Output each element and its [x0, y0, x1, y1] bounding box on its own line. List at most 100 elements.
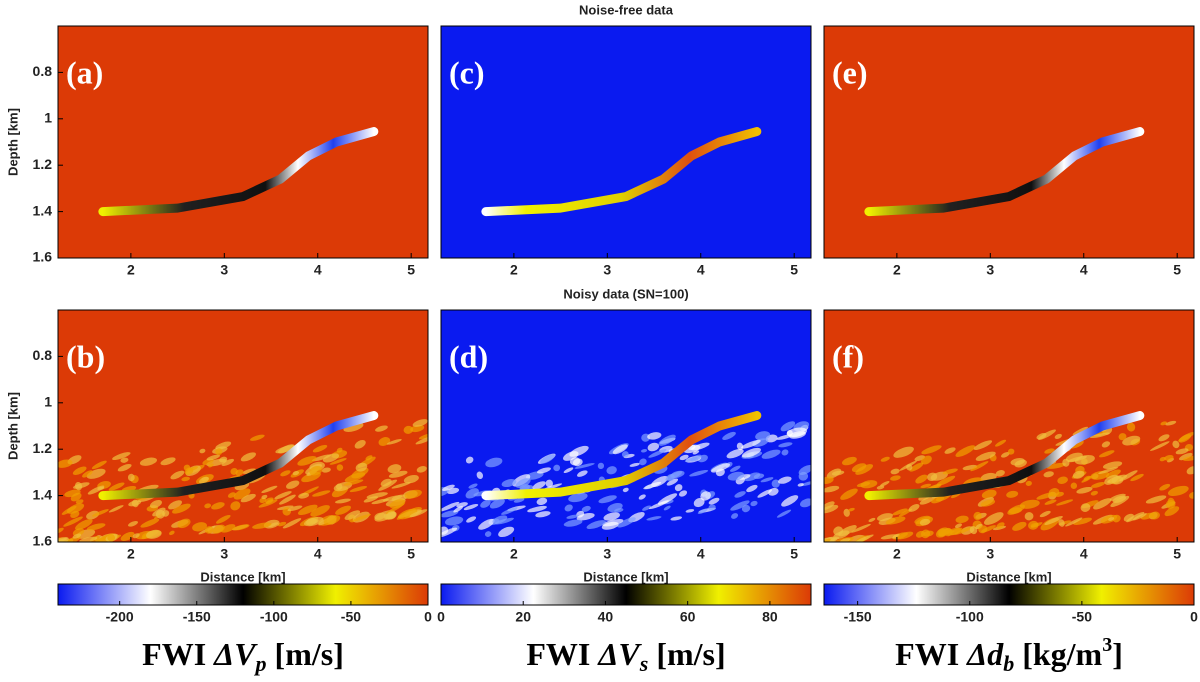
noise-blob [612, 444, 628, 455]
noise-blob [674, 484, 683, 492]
noise-blob [741, 447, 761, 458]
noise-blob [950, 527, 963, 536]
noise-blob [344, 510, 361, 520]
noise-blob [880, 456, 890, 462]
noise-blob [563, 519, 583, 527]
noise-blob [1024, 512, 1034, 521]
noise-blob [404, 489, 422, 499]
colorbar-tick-label: 0 [1190, 609, 1198, 625]
noise-blob [1126, 511, 1145, 523]
noise-blob [647, 442, 660, 452]
noise-blob [789, 430, 806, 439]
noise-blob [824, 504, 839, 514]
noise-blob [1172, 440, 1180, 449]
noise-blob [1112, 514, 1121, 523]
noise-blob [366, 492, 388, 499]
noise-blob [761, 449, 781, 459]
noise-blob [568, 492, 588, 503]
noise-blob [416, 466, 427, 473]
noise-blob [189, 466, 199, 471]
x-axis-label: Distance [km] [966, 569, 1051, 584]
noise-blob [221, 458, 235, 467]
noise-blob [647, 432, 662, 440]
x-tick-label: 4 [697, 546, 705, 562]
y-axis-label: Depth [km] [5, 392, 20, 460]
noise-blob [1118, 433, 1127, 441]
noise-blob [1126, 422, 1136, 432]
x-tick-label: 3 [603, 262, 611, 278]
noise-blob [292, 471, 300, 476]
noise-blob [343, 479, 364, 486]
noise-blob [441, 527, 458, 538]
panel-background [58, 310, 428, 542]
noise-blob [597, 462, 605, 470]
noise-blob [1175, 448, 1189, 455]
noise-blob [321, 467, 331, 473]
noise-blob [1091, 482, 1105, 488]
noise-blob [639, 458, 647, 466]
label-part: 3 [1102, 634, 1112, 656]
noise-blob [833, 530, 850, 540]
noise-blob [973, 440, 993, 450]
noise-blob [335, 505, 351, 515]
panel-frame [823, 309, 1195, 543]
y-tick-label: 1 [44, 394, 52, 410]
panel-label: (c) [449, 54, 485, 90]
colorbar-tick-label: -100 [956, 609, 984, 625]
noise-blob [797, 483, 804, 487]
noise-blob [1073, 517, 1092, 526]
noise-blob [445, 516, 464, 526]
noise-blob [799, 498, 811, 508]
noise-blob [211, 502, 225, 510]
noise-blob [897, 531, 914, 540]
noise-blob [915, 530, 925, 538]
noise-blob [344, 472, 366, 483]
noise-blob [527, 505, 547, 513]
noise-blob [536, 467, 551, 474]
noise-blob [453, 506, 463, 513]
noise-blob [199, 448, 206, 454]
noise-blob [1065, 517, 1083, 527]
noise-blob [969, 526, 978, 535]
noise-blob [233, 488, 251, 500]
noise-blob [312, 490, 331, 497]
noise-blob [355, 462, 368, 472]
noise-blob [697, 508, 708, 515]
noise-blob [139, 457, 158, 466]
x-tick-label: 2 [127, 546, 135, 562]
noise-blob [465, 456, 474, 464]
noise-blob [577, 470, 588, 477]
noise-blob [268, 522, 279, 528]
noise-blob [466, 516, 477, 523]
noise-blob [219, 456, 228, 463]
noise-blob [848, 507, 855, 512]
noise-blob [670, 470, 685, 479]
noise-blob [978, 525, 988, 534]
noise-blob [851, 463, 867, 473]
noise-blob [72, 533, 82, 539]
y-tick-label: 0.8 [33, 63, 53, 79]
noise-blob [232, 524, 250, 531]
label-part: [m/s] [648, 636, 725, 672]
noise-blob [1165, 420, 1177, 426]
panel [58, 26, 428, 258]
noise-blob [711, 463, 731, 473]
colorbar-tick-label: 20 [515, 609, 531, 625]
noise-blob [1159, 483, 1171, 491]
noise-blob [86, 523, 106, 531]
noise-blob [403, 475, 419, 484]
noise-blob [204, 503, 212, 509]
noise-blob [170, 470, 185, 480]
x-tick-label: 3 [986, 546, 994, 562]
noise-blob [576, 513, 595, 521]
noise-blob [1048, 488, 1060, 497]
noise-blob [880, 481, 890, 487]
noise-blob [494, 517, 514, 525]
colorbar-tick-label: -150 [183, 609, 211, 625]
noise-blob [252, 522, 272, 529]
noise-blob [746, 484, 758, 493]
x-tick-label: 4 [1080, 546, 1088, 562]
noise-blob [601, 521, 619, 530]
noise-blob [606, 466, 617, 475]
noise-blob [693, 497, 705, 508]
